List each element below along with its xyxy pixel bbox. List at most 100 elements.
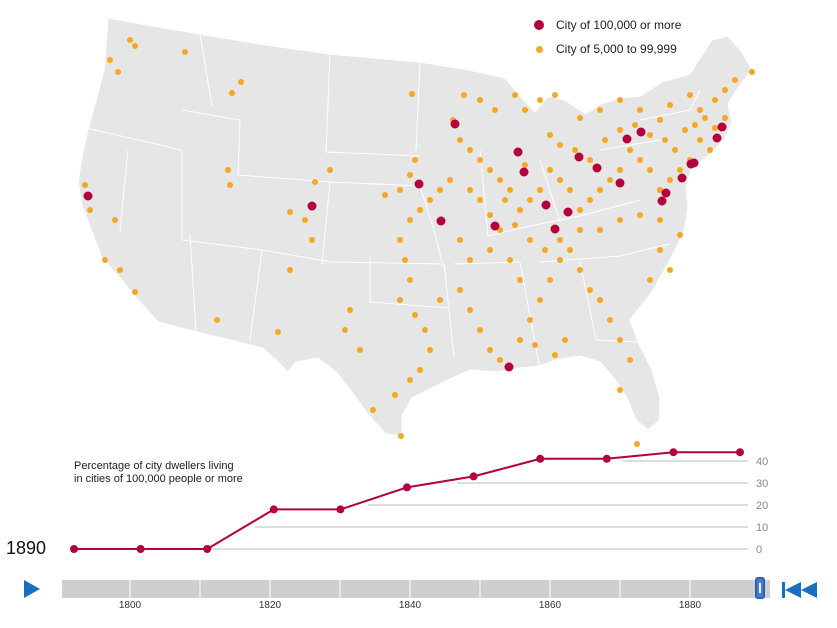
rewind-to-start-icon[interactable] — [781, 580, 819, 600]
large-city-dot — [563, 207, 573, 217]
large-city-dot — [717, 122, 727, 132]
small-city-dot — [602, 137, 608, 143]
large-city-dot — [622, 134, 632, 144]
small-city-dot — [597, 297, 603, 303]
small-city-dot — [634, 441, 640, 447]
play-icon[interactable] — [24, 580, 40, 598]
small-city-dot — [487, 247, 493, 253]
small-city-marker-icon — [536, 45, 543, 53]
timeline-tick-label: 1800 — [118, 600, 142, 611]
small-city-dot — [637, 157, 643, 163]
large-city-dot — [436, 216, 446, 226]
large-city-dot — [83, 191, 93, 201]
timeline-slider-track[interactable] — [62, 580, 770, 598]
data-point — [336, 505, 345, 514]
small-city-dot — [467, 187, 473, 193]
small-city-dot — [522, 107, 528, 113]
us-map-shape — [77, 17, 753, 437]
small-city-dot — [697, 137, 703, 143]
small-city-dot — [577, 207, 583, 213]
small-city-dot — [507, 187, 513, 193]
timeline-tick-label: 1880 — [678, 600, 702, 611]
small-city-dot — [557, 177, 563, 183]
small-city-dot — [132, 289, 138, 295]
legend-large-label: City of 100,000 or more — [556, 18, 682, 32]
large-city-dot — [414, 179, 424, 189]
small-city-dot — [672, 147, 678, 153]
large-city-dot — [513, 147, 523, 157]
small-city-dot — [637, 107, 643, 113]
small-city-dot — [532, 342, 538, 348]
small-city-dot — [347, 307, 353, 313]
small-city-dot — [542, 247, 548, 253]
small-city-dot — [437, 187, 443, 193]
small-city-dot — [87, 207, 93, 213]
small-city-dot — [657, 187, 663, 193]
small-city-dot — [392, 392, 398, 398]
small-city-dot — [422, 327, 428, 333]
small-city-dot — [397, 237, 403, 243]
data-point — [602, 454, 611, 463]
small-city-dot — [409, 91, 415, 97]
legend-item-large: City of 100,000 or more — [534, 14, 681, 36]
small-city-dot — [552, 352, 558, 358]
small-city-dot — [552, 92, 558, 98]
small-city-dot — [407, 377, 413, 383]
small-city-dot — [477, 157, 483, 163]
large-city-dot — [574, 152, 584, 162]
small-city-dot — [647, 277, 653, 283]
small-city-dot — [398, 433, 404, 439]
small-city-dot — [227, 182, 233, 188]
small-city-dot — [722, 115, 728, 121]
small-city-dot — [357, 347, 363, 353]
small-city-dot — [102, 257, 108, 263]
small-city-dot — [547, 277, 553, 283]
small-city-dot — [557, 257, 563, 263]
small-city-dot — [437, 297, 443, 303]
small-city-dot — [115, 69, 121, 75]
small-city-dot — [132, 43, 138, 49]
large-city-dot — [677, 173, 687, 183]
small-city-dot — [627, 147, 633, 153]
small-city-dot — [657, 117, 663, 123]
small-city-dot — [517, 207, 523, 213]
small-city-dot — [577, 267, 583, 273]
small-city-dot — [567, 187, 573, 193]
small-city-dot — [632, 122, 638, 128]
timeline-tick-marks — [129, 580, 761, 598]
small-city-dot — [732, 77, 738, 83]
small-city-dot — [702, 115, 708, 121]
chart-title: Percentage of city dwellers living in ci… — [74, 460, 243, 485]
small-city-dot — [722, 87, 728, 93]
small-city-dot — [467, 257, 473, 263]
small-city-dot — [502, 197, 508, 203]
small-city-dot — [527, 197, 533, 203]
small-city-dot — [487, 167, 493, 173]
timeline-handle[interactable] — [755, 577, 765, 599]
small-city-dot — [527, 237, 533, 243]
small-city-dot — [547, 167, 553, 173]
small-city-dot — [712, 125, 718, 131]
small-city-dot — [382, 192, 388, 198]
small-city-dot — [567, 247, 573, 253]
small-city-dot — [577, 227, 583, 233]
small-city-dot — [597, 227, 603, 233]
small-city-dot — [707, 147, 713, 153]
data-point — [669, 448, 678, 457]
small-city-dot — [617, 127, 623, 133]
small-city-dot — [607, 317, 613, 323]
large-city-dot — [519, 167, 529, 177]
small-city-dot — [607, 177, 613, 183]
small-city-dot — [512, 92, 518, 98]
large-city-dot — [541, 200, 551, 210]
small-city-dot — [597, 107, 603, 113]
small-city-dot — [477, 197, 483, 203]
data-point — [269, 505, 278, 514]
small-city-dot — [302, 217, 308, 223]
small-city-dot — [527, 317, 533, 323]
y-tick-label: 20 — [756, 500, 768, 512]
small-city-dot — [587, 197, 593, 203]
small-city-dot — [682, 127, 688, 133]
small-city-dot — [647, 167, 653, 173]
chart-y-ticks: 0 10 20 30 40 — [756, 456, 768, 556]
